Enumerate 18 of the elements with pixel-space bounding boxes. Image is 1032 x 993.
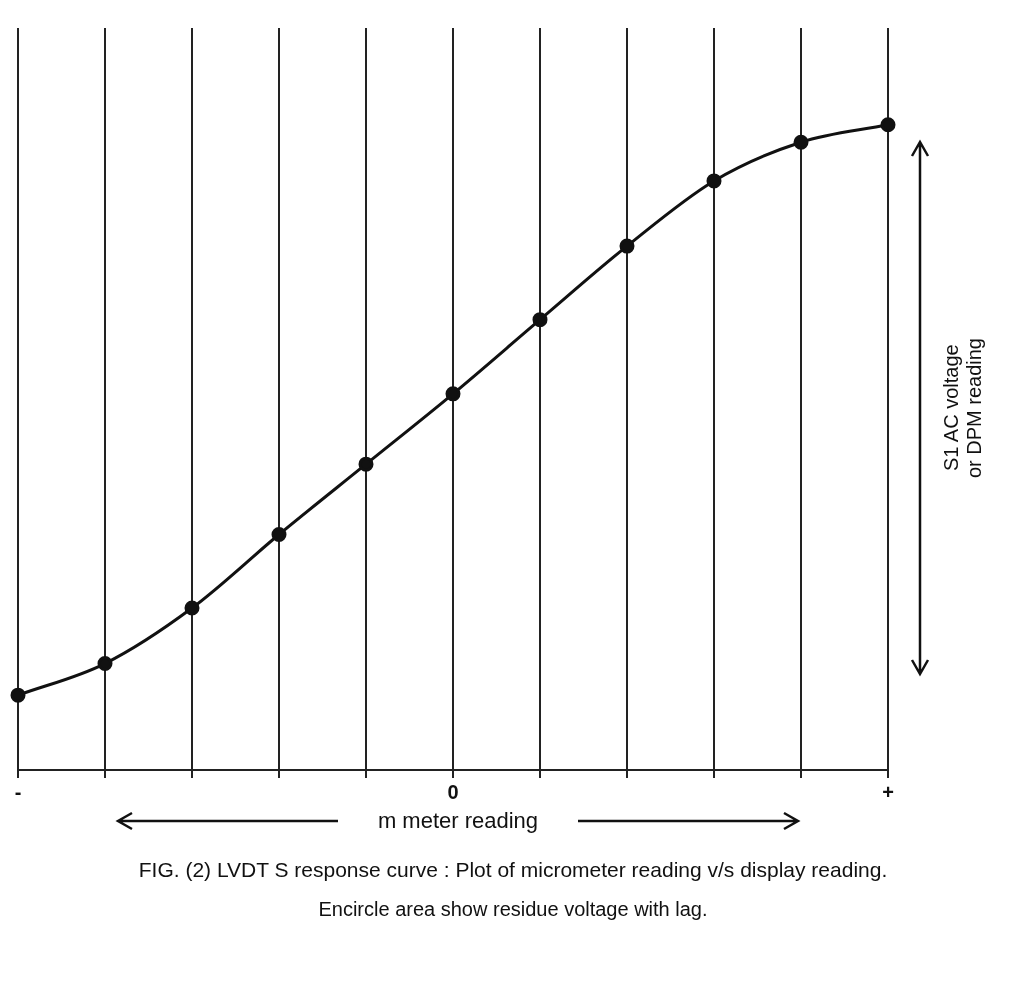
text: FIG. (2) LVDT S response curve : Plot of micrometer reading v/s display reading. xyxy=(137,858,889,882)
point xyxy=(445,386,461,402)
point xyxy=(271,527,287,542)
point xyxy=(97,656,113,672)
point xyxy=(706,173,722,189)
y-axis-title: S1 AC voltage or DPM reading xyxy=(940,337,986,479)
x-tick-label: + xyxy=(882,780,894,803)
x-axis-title: m meter reading xyxy=(377,808,539,834)
point xyxy=(619,238,635,254)
point xyxy=(532,312,548,328)
point xyxy=(793,134,809,150)
x-tick-label: - xyxy=(14,780,22,803)
point xyxy=(10,687,26,703)
x-tick-label: 0 xyxy=(447,780,459,803)
point xyxy=(184,600,200,616)
text: Encircle area show residue voltage with lag. xyxy=(317,898,709,921)
point xyxy=(880,117,896,133)
point xyxy=(358,456,374,472)
